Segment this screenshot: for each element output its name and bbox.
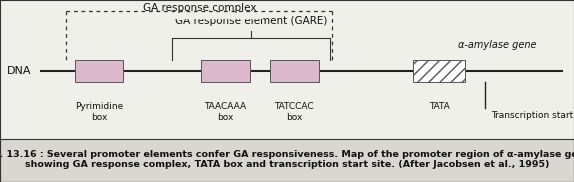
Text: TATA: TATA <box>429 102 449 111</box>
Bar <box>270 60 319 82</box>
Text: Pyrimidine
box: Pyrimidine box <box>75 102 123 122</box>
Text: Fig. 13.16 : Several promoter elements confer GA responsiveness. Map of the prom: Fig. 13.16 : Several promoter elements c… <box>0 150 574 169</box>
Text: GA response element (GARE): GA response element (GARE) <box>174 16 327 26</box>
Bar <box>201 60 250 82</box>
Text: TAACAAA
box: TAACAAA box <box>204 102 246 122</box>
Bar <box>413 60 465 82</box>
Text: α-amylase gene: α-amylase gene <box>458 40 537 50</box>
Text: Transcription start: Transcription start <box>491 111 573 120</box>
Text: GA response complex: GA response complex <box>143 3 257 13</box>
Text: TATCCAC
box: TATCCAC box <box>274 102 314 122</box>
Bar <box>75 60 123 82</box>
Text: DNA: DNA <box>7 66 32 76</box>
